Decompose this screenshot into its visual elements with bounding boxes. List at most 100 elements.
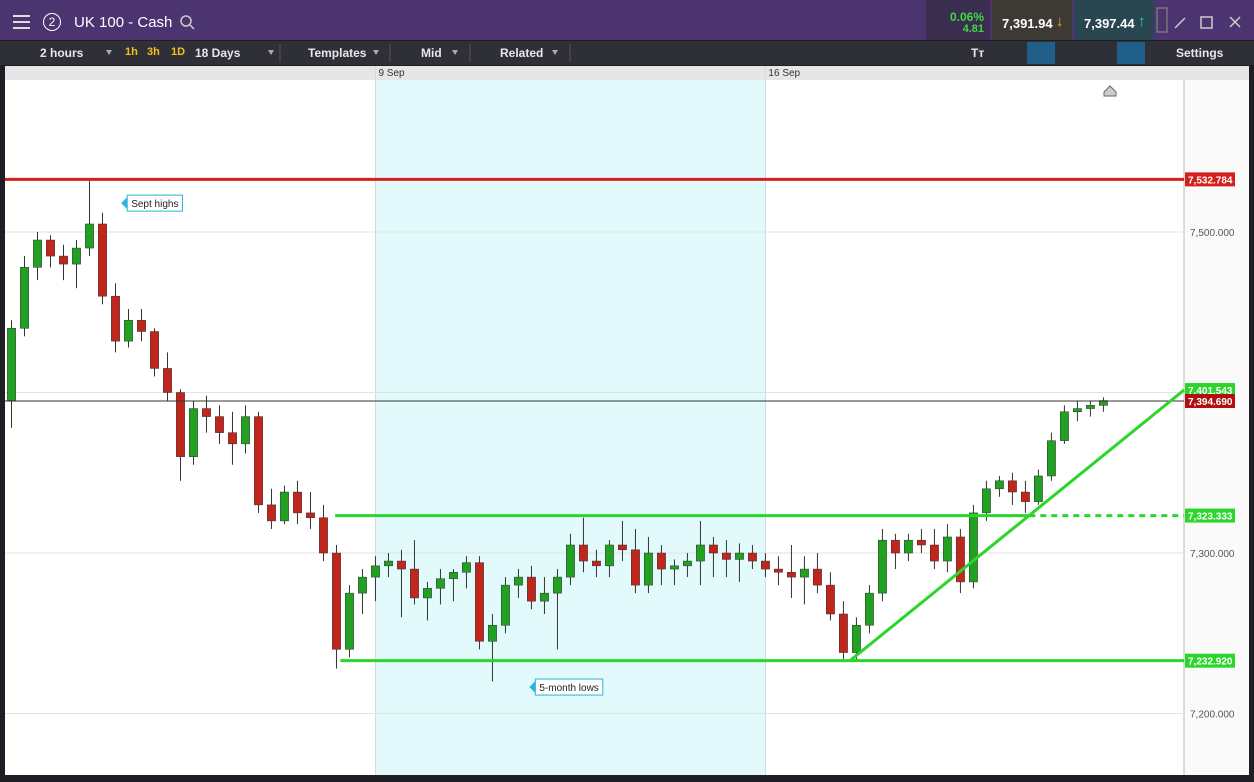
price-tag-label: 7,232.920 (1188, 657, 1233, 668)
layout-badge[interactable]: 2 (43, 13, 61, 31)
annotation-text: Sept highs (131, 199, 178, 210)
candle-body (280, 491, 289, 522)
date-strip (5, 66, 1249, 80)
price-tag-label: 7,532.784 (1188, 175, 1233, 186)
candle-body (33, 239, 42, 268)
candle-body (59, 255, 68, 265)
candle-body (774, 568, 783, 573)
price-tag-label: 7,401.543 (1188, 386, 1233, 397)
candle-body (709, 544, 718, 554)
window-icons[interactable] (1154, 0, 1254, 40)
candle-body (1072, 408, 1082, 413)
quick-interval[interactable]: 1D (171, 46, 186, 58)
candle-body (839, 613, 848, 653)
annotation-pointer (529, 681, 536, 694)
candle-body (644, 552, 653, 586)
price-tag-label: 7,323.333 (1188, 512, 1233, 523)
candle-body (111, 295, 120, 342)
candle-body (878, 539, 887, 594)
candle-body (670, 565, 679, 570)
candle-body (98, 223, 107, 297)
instrument-title[interactable]: UK 100 - Cash (74, 14, 173, 31)
candle-body (241, 416, 250, 445)
toolbar: 2 hours 1h 3h 1D 18 Days Templates Mid R… (0, 41, 1254, 65)
candle-body (553, 576, 562, 594)
annotation-text: 5-month lows (539, 683, 598, 694)
annotation-box (126, 194, 183, 212)
search-icon[interactable] (180, 15, 196, 31)
candle-body (189, 408, 198, 457)
candle-body (800, 568, 809, 578)
candle-body (618, 544, 627, 551)
candle-body (696, 544, 705, 562)
candle-body (488, 624, 497, 642)
candle-body (332, 552, 341, 650)
candle-body (176, 392, 185, 457)
candle-body (501, 584, 510, 626)
candle-body (917, 539, 926, 546)
candle-body (202, 408, 211, 417)
candle-body (1060, 411, 1069, 441)
candle-body (527, 576, 536, 602)
buy-box[interactable]: 7,397.44 ↑ (1074, 0, 1154, 40)
candle-body (150, 331, 159, 369)
candle-body (787, 572, 796, 578)
x-tick-label: 16 Sep (768, 68, 800, 79)
price-type-menu[interactable]: Mid (421, 46, 442, 60)
candle-body (813, 568, 822, 586)
candle-body (631, 549, 640, 586)
candle-body (137, 320, 146, 332)
candle-body (826, 584, 835, 615)
quick-interval[interactable]: 1h (125, 46, 138, 58)
scroll-marker[interactable] (1103, 85, 1117, 97)
candle-body (306, 512, 315, 518)
price-tag (1185, 508, 1235, 523)
range-select[interactable]: 18 Days (195, 46, 241, 60)
text-tool[interactable]: Tт (971, 46, 985, 60)
candle-body (228, 432, 237, 445)
candle-body (1047, 440, 1056, 477)
candle-body (436, 578, 445, 589)
trend-line (848, 388, 1185, 662)
candle-body (371, 565, 380, 578)
y-tick-label: 7,500.000 (1190, 228, 1235, 239)
sell-box[interactable]: 7,391.94 ↓ (992, 0, 1072, 40)
y-tick-label: 7,200.000 (1190, 710, 1235, 721)
candle-body (410, 568, 419, 599)
sell-arrow: ↓ (1056, 13, 1064, 30)
price-tag (1185, 172, 1235, 187)
interval-select[interactable]: 2 hours (40, 46, 84, 60)
candle-body (735, 552, 744, 560)
y-tick-label: 7,300.000 (1190, 549, 1235, 560)
candle-body (1008, 480, 1017, 493)
change-box: 0.06% 4.81 (926, 0, 990, 40)
candle-body (358, 576, 367, 594)
x-tick-label: 9 Sep (378, 68, 405, 79)
templates-menu[interactable]: Templates (308, 46, 367, 60)
candle-body (345, 592, 354, 650)
quick-interval[interactable]: 3h (147, 46, 160, 58)
settings-menu[interactable]: Settings (1176, 46, 1224, 60)
price-tag-label: 7,394.690 (1188, 397, 1233, 408)
change-pct: 0.06% (949, 10, 984, 24)
sell-price[interactable]: 7,391.94 (1002, 16, 1053, 31)
buy-price[interactable]: 7,397.44 (1084, 16, 1135, 31)
candle-body (566, 544, 575, 578)
candle-body (605, 544, 614, 567)
candle-body (1021, 491, 1030, 502)
week-highlight (375, 80, 766, 775)
candle-body (124, 320, 133, 342)
candle-body (462, 562, 471, 573)
candle-body (592, 560, 601, 567)
candle-body (657, 552, 666, 570)
candle-body (72, 247, 81, 265)
related-menu[interactable]: Related (500, 46, 544, 60)
candle-body (956, 536, 965, 583)
header: 2 UK 100 - Cash 0.06% 4.81 7,391.94 ↓ 7,… (0, 0, 1254, 40)
candle-body (904, 539, 913, 554)
candle-body (215, 416, 224, 433)
candle-body (722, 552, 731, 560)
menu-icon[interactable] (0, 0, 40, 40)
